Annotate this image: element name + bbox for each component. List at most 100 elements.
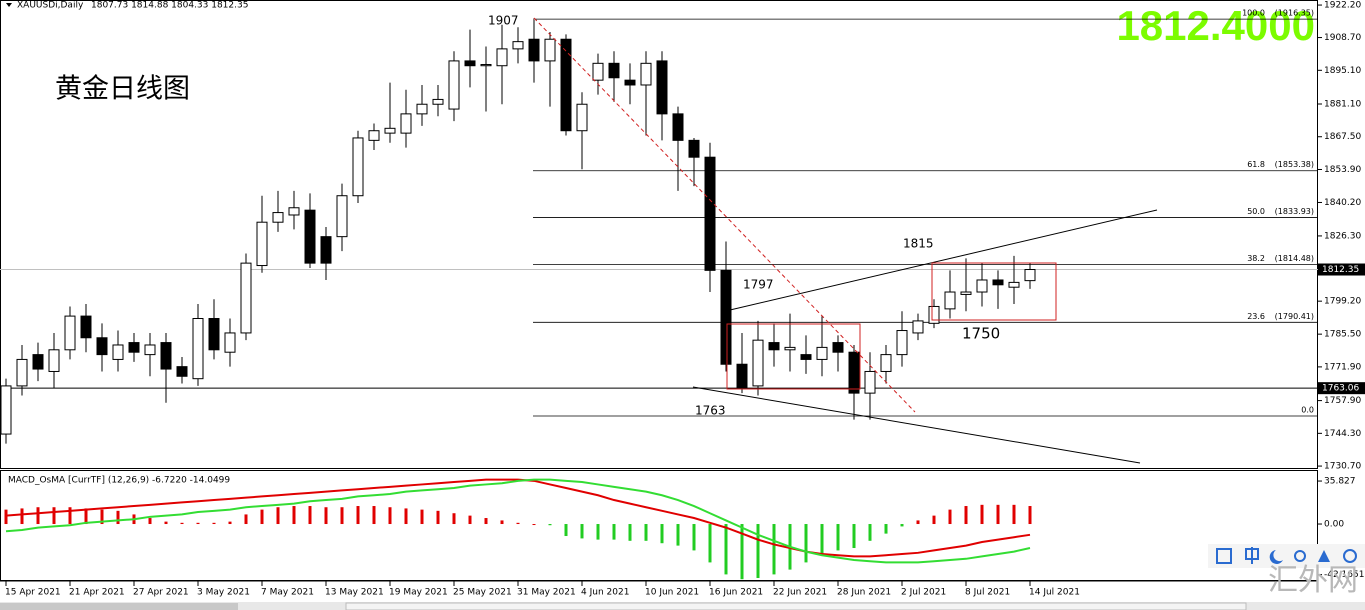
annotation: 1907 [488,14,519,28]
histogram-bar [1012,504,1016,525]
histogram-bar [644,524,648,541]
candle-body [592,62,604,81]
x-tick-label: 28 Jun 2021 [837,588,891,598]
candle-body [784,346,796,351]
tool-icon[interactable] [1269,550,1283,564]
watermark: 汇外网 [1268,563,1358,598]
y-tick-label: -42.1651 [1324,570,1364,580]
candle-body [928,305,940,324]
histogram-bar [452,513,456,525]
candle-body [16,358,28,387]
histogram-bar [68,507,72,525]
trendline[interactable] [729,209,1158,311]
candle-body [352,137,364,197]
histogram-bar [324,507,328,525]
candle-body [432,98,444,105]
histogram-bar [116,510,120,525]
histogram-bar [980,504,984,525]
histogram-bar [948,509,952,525]
fib-price: (1853.38) [1275,160,1314,169]
price-tag-label: 1812.35 [1322,265,1359,275]
histogram-bar [20,508,24,525]
x-tick-label: 7 May 2021 [261,588,314,598]
y-tick-label: 1785.50 [1324,330,1361,340]
trendline[interactable] [692,386,1141,464]
histogram-bar [36,507,40,525]
histogram-bar [548,524,552,526]
histogram-bar [612,524,616,540]
plot: 1922.20 1908.70 1895.10 1881.10 1867.50 1853.… [0,1,1365,598]
candle-body [944,291,956,310]
x-tick-label: 27 Apr 2021 [133,588,189,598]
indicator-line [5,478,1031,558]
y-tick-label: 1826.30 [1324,231,1361,241]
scroll-tab [345,602,1247,610]
histogram-bar [532,524,536,526]
menu-arrow[interactable] [6,3,12,7]
range-box[interactable] [931,262,1057,321]
candle-body [752,339,764,387]
histogram-bar [596,524,600,540]
y-tick-label: 1840.20 [1324,198,1361,208]
y-tick-label: 35.827 [1324,477,1356,487]
candle-body [560,38,572,132]
candle-body [688,139,700,158]
candle-body [160,342,172,370]
x-tick-label: 19 May 2021 [389,588,448,598]
y-tick-label: 1881.10 [1324,100,1361,110]
candle-body [96,337,108,356]
toolbar [1208,544,1365,568]
candle-body [864,370,876,394]
scroll-tab [0,603,238,610]
histogram-bar [676,524,680,546]
tool-icon[interactable] [1245,547,1259,564]
histogram-bar [900,524,904,527]
candle-body [448,60,460,110]
candle-body [496,48,508,67]
candle-body [912,320,924,334]
toolbar-bg [1208,544,1365,568]
histogram-bar [404,508,408,525]
tool-icon[interactable] [1216,548,1232,564]
y-tick-label: 1922.20 [1324,1,1361,11]
histogram-bar [164,521,168,525]
fib-name: 38.2 [1247,254,1265,263]
tool-icon[interactable] [1294,550,1306,562]
histogram-bar [1028,506,1032,525]
y-tick-label: 1867.50 [1324,132,1361,142]
histogram-bar [868,524,872,541]
candle-body [1024,269,1036,282]
histogram-bar [388,507,392,525]
histogram-bar [564,524,568,537]
fib-price: (1916.35) [1275,9,1314,18]
fib-trendline[interactable] [533,17,916,413]
y-tick-label: 1744.30 [1324,429,1361,439]
price-display: 1812.4000 [1116,2,1315,49]
annotation: 1797 [743,278,774,292]
x-tick-label: 15 Apr 2021 [5,588,61,598]
histogram-bar [836,524,840,551]
histogram-bar [436,510,440,525]
histogram-bar [916,520,920,525]
candle-body [976,279,988,293]
range-box[interactable] [726,323,861,390]
candle-body [288,207,300,216]
x-tick-label: 31 May 2021 [517,588,576,598]
y-tick-label: 1730.70 [1324,462,1361,472]
histogram-bar [292,506,296,525]
histogram-bar [692,524,696,551]
tool-icon[interactable] [1343,549,1357,563]
tool-icon[interactable] [1318,550,1330,562]
histogram-bar [772,524,776,575]
candle-body [464,60,476,67]
histogram-bar [52,507,56,525]
candle-body [896,330,908,356]
annotation: 1763 [695,404,726,418]
fib-name: 100.0 [1242,9,1265,18]
x-tick-label: 25 May 2021 [453,588,512,598]
candle-body [320,236,332,264]
price-tag-label: 1763.06 [1322,384,1359,394]
candle-body [768,342,780,351]
histogram-bar [852,524,856,549]
histogram-bar [100,509,104,525]
